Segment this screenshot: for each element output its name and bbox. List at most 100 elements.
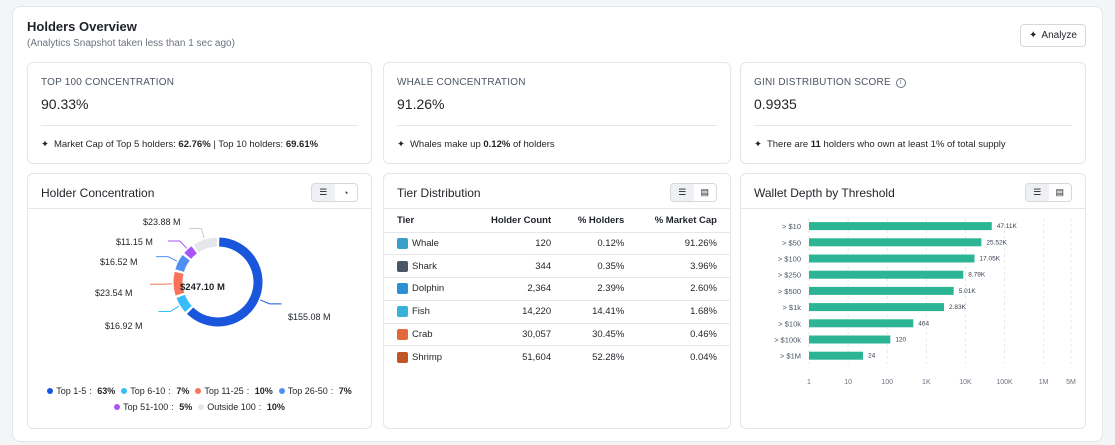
note-value: 11 <box>810 139 821 150</box>
y-tick-label: > $250 <box>778 271 801 280</box>
stat-label: GINI DISTRIBUTION SCORE <box>754 77 891 88</box>
leader-line <box>158 305 180 312</box>
bar-value-label: 24 <box>868 353 876 360</box>
note-value: 0.12% <box>483 139 511 150</box>
bar-view-icon[interactable]: ▤ <box>700 187 709 197</box>
y-tick-label: > $500 <box>778 287 801 296</box>
sparkle-icon: ✦ <box>1029 30 1038 41</box>
y-tick-label: > $1k <box>782 303 801 312</box>
stat-note: ✦ Whales make up 0.12% of holders <box>397 139 555 150</box>
table-header-row: Tier Holder Count % Holders % Market Cap <box>384 210 730 233</box>
donut-segment[interactable] <box>176 294 192 312</box>
stat-value: 0.9935 <box>754 96 797 112</box>
analyze-button[interactable]: ✦ Analyze <box>1020 24 1086 47</box>
column-header: % Holders <box>564 210 638 233</box>
list-view-icon[interactable]: ☰ <box>671 184 694 201</box>
info-icon[interactable]: i <box>895 77 906 88</box>
segment-value-label: $23.88 M <box>143 217 181 227</box>
sparkle-icon: ✦ <box>754 139 762 150</box>
list-view-icon[interactable]: ☰ <box>1026 184 1049 201</box>
divider <box>741 208 1085 209</box>
leader-line <box>260 299 282 305</box>
list-view-icon[interactable]: ☰ <box>312 184 335 201</box>
divider <box>41 125 358 126</box>
tier-name: Shrimp <box>412 352 443 364</box>
donut-segment[interactable] <box>193 237 218 253</box>
donut-chart <box>150 228 282 327</box>
table-row: Dolphin 2,364 2.39% 2.60% <box>384 277 730 301</box>
x-tick-label: 100 <box>881 379 893 386</box>
donut-segment[interactable] <box>184 246 197 259</box>
bar[interactable] <box>809 351 863 360</box>
x-tick-label: 1K <box>922 379 931 386</box>
holder-count: 2,364 <box>474 277 565 301</box>
bar[interactable] <box>809 319 914 328</box>
divider <box>754 125 1072 126</box>
y-tick-label: > $10k <box>778 319 801 328</box>
bar[interactable] <box>809 238 982 247</box>
sparkle-icon: ✦ <box>397 139 405 150</box>
wallet-depth-card: Wallet Depth by Threshold ☰ ▤ 1 10 100 1K 10… <box>740 173 1086 429</box>
table-row: Crab 30,057 30.45% 0.46% <box>384 323 730 347</box>
segment-value-label: $155.08 M <box>288 312 331 322</box>
x-tick-label: 10K <box>959 379 972 386</box>
x-tick-label: 5M <box>1066 379 1076 386</box>
tier-name: Dolphin <box>412 283 445 295</box>
holder-concentration-card: Holder Concentration ☰ ◔ $247.10 M $23.8… <box>27 173 372 429</box>
x-tick-label: 100K <box>996 379 1013 386</box>
bar[interactable] <box>809 286 954 295</box>
bar-value-label: 120 <box>895 337 906 344</box>
sparkle-icon: ✦ <box>41 139 49 150</box>
stat-card-whale: WHALE CONCENTRATION 91.26% ✦ Whales make… <box>383 62 731 164</box>
bar[interactable] <box>809 303 945 312</box>
bar-value-label: 17.05K <box>980 256 1001 263</box>
note-text: There are <box>766 139 811 150</box>
view-toggle: ☰ ▤ <box>670 183 717 202</box>
tier-name: Whale <box>412 237 439 249</box>
holder-count: 30,057 <box>474 323 565 347</box>
segment-value-label: $16.52 M <box>100 257 138 267</box>
bar[interactable] <box>809 270 964 279</box>
y-tick-label: > $1M <box>780 352 801 361</box>
stat-value: 91.26% <box>397 96 445 112</box>
bar[interactable] <box>809 254 975 263</box>
bar[interactable] <box>809 222 992 231</box>
stat-note: ✦ Market Cap of Top 5 holders: 62.76% | … <box>41 139 318 150</box>
bar-value-label: 2.83K <box>949 304 967 311</box>
donut-segment[interactable] <box>173 271 185 296</box>
whale-icon <box>397 237 408 249</box>
donut-segment[interactable] <box>186 237 263 327</box>
panel-title: Wallet Depth by Threshold <box>754 186 895 200</box>
stat-note: ✦ There are 11 holders who own at least … <box>754 139 1006 150</box>
tier-table: Tier Holder Count % Holders % Market Cap… <box>384 210 730 369</box>
pct-holders: 0.35% <box>564 254 638 279</box>
table-row: Shark 344 0.35% 3.96% <box>384 254 730 279</box>
panel-title: Holder Concentration <box>41 186 155 200</box>
bar-view-icon[interactable]: ▤ <box>1055 187 1064 197</box>
chart-view-icon[interactable]: ◔ <box>343 187 349 198</box>
bar-value-label: 8.79K <box>968 272 986 279</box>
bar-value-label: 25.52K <box>986 239 1007 246</box>
table-row: Shrimp 51,604 52.28% 0.04% <box>384 346 730 369</box>
pct-holders: 2.39% <box>564 277 638 301</box>
pct-market-cap: 0.04% <box>690 352 717 364</box>
stat-card-gini: GINI DISTRIBUTION SCORE i 0.9935 ✦ There… <box>740 62 1086 164</box>
donut-segment[interactable] <box>175 255 190 273</box>
divider <box>28 208 371 209</box>
divider <box>397 125 717 126</box>
legend-item: Outside 100: 10% <box>198 402 285 412</box>
page-title: Holders Overview <box>27 19 137 34</box>
leader-line <box>189 228 205 239</box>
note-value: 62.76% <box>178 139 211 150</box>
stat-label: WHALE CONCENTRATION <box>397 77 526 88</box>
x-tick-label: 1 <box>807 379 811 386</box>
view-toggle: ☰ ▤ <box>1025 183 1072 202</box>
dolphin-icon <box>397 283 408 295</box>
segment-value-label: $16.92 M <box>105 321 143 331</box>
legend-item: Top 1-5: 63% <box>47 386 115 396</box>
note-text: of holders <box>510 139 555 150</box>
table-row: Whale 120 0.12% 91.26% <box>384 232 730 256</box>
pct-holders: 0.12% <box>564 232 638 256</box>
pct-market-cap: 3.96% <box>637 254 730 279</box>
bar[interactable] <box>809 335 891 344</box>
